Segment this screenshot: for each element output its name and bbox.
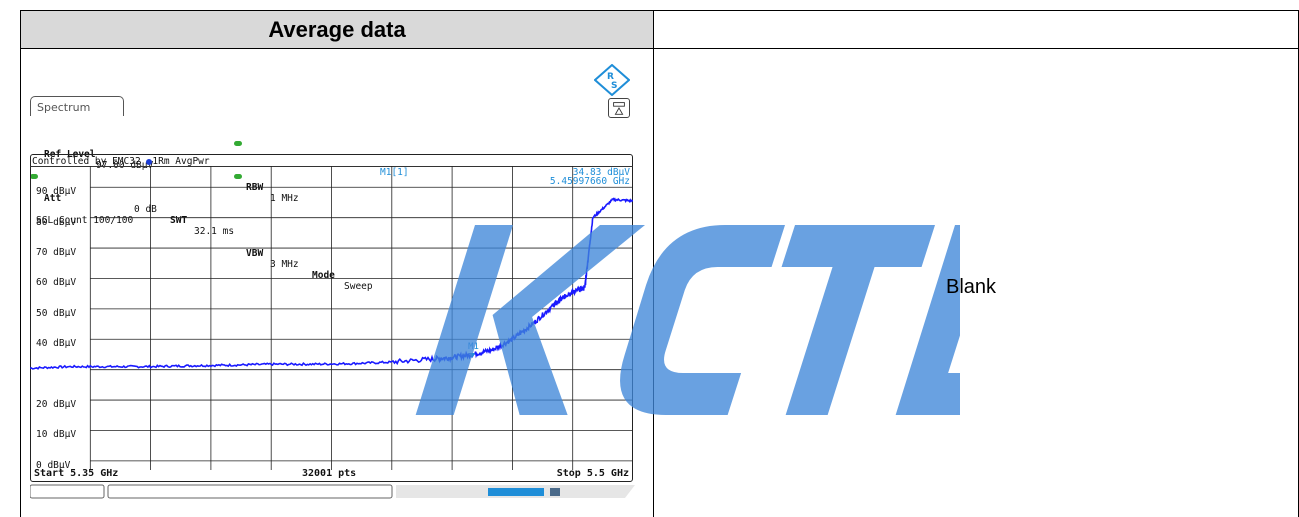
vbw-label: VBW	[246, 248, 264, 259]
table-column-divider	[653, 10, 654, 517]
spectrum-plot: M1	[30, 166, 633, 470]
y-tick-label: 70 dBµV	[36, 247, 77, 259]
y-tick-label: 20 dBµV	[36, 399, 77, 411]
y-tick-label: 0 dBµV	[36, 459, 71, 471]
start-frequency: Start 5.35 GHz	[34, 468, 119, 479]
rbw-status-icon	[234, 141, 242, 146]
display-mode-icon[interactable]	[608, 98, 630, 118]
y-tick-label: 60 dBµV	[36, 277, 77, 289]
marker-frequency: 5.45997660 GHz	[549, 176, 630, 187]
sweep-points: 32001 pts	[302, 468, 357, 479]
att-status-icon	[30, 174, 38, 179]
y-tick-label: 90 dBµV	[36, 186, 77, 198]
table-border-left	[20, 10, 21, 517]
svg-text:S: S	[611, 81, 617, 91]
att-label: Att	[44, 193, 62, 204]
vbw-status-icon	[234, 174, 242, 179]
average-data-header: Average data	[21, 11, 653, 48]
y-tick-label: 40 dBµV	[36, 338, 77, 350]
rohde-schwarz-logo-icon: R S	[594, 64, 630, 96]
table-header-divider	[20, 48, 1299, 49]
svg-text:R: R	[607, 72, 614, 82]
y-tick-label: 10 dBµV	[36, 429, 77, 441]
y-tick-label: 50 dBµV	[36, 307, 77, 319]
marker-level: 34.83 dBµV	[572, 167, 630, 178]
ref-level-value: 97.00 dBµV	[96, 160, 153, 171]
att-value: 0 dB	[134, 204, 157, 215]
vbw-value: 3 MHz	[270, 259, 299, 270]
trace-label: 1Rm AvgPwr	[152, 156, 210, 167]
blank-cell-text: Blank	[946, 276, 997, 298]
table-border-top	[20, 10, 1299, 11]
marker-name: M1[1]	[380, 167, 409, 178]
mode-label: Mode	[312, 270, 335, 281]
status-bar	[30, 484, 635, 499]
spectrum-tab[interactable]: Spectrum	[30, 96, 124, 116]
mode-value: Sweep	[344, 281, 373, 292]
controlled-by-text: Controlled by EMC32	[32, 156, 141, 167]
swt-label: SWT	[170, 215, 188, 226]
controlled-by: Controlled by EMC32 1Rm AvgPwr	[32, 156, 210, 167]
rbw-value: 1 MHz	[270, 193, 299, 204]
spectrum-analyzer-screenshot: R S Spectrum Ref Level 97.00 dBµV RBW 1 …	[30, 62, 638, 510]
swt-value: 32.1 ms	[194, 226, 235, 237]
y-tick-label: 80 dBµV	[36, 216, 77, 228]
marker-m1-tag: M1	[468, 342, 479, 352]
trace-indicator-icon	[146, 158, 153, 165]
stop-frequency: Stop 5.5 GHz	[556, 468, 629, 479]
sgl-count: SGL Count 100/100	[36, 215, 134, 226]
